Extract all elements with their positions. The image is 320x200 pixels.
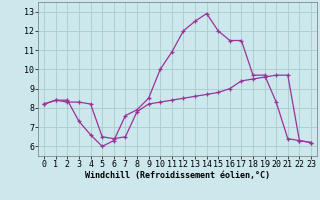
X-axis label: Windchill (Refroidissement éolien,°C): Windchill (Refroidissement éolien,°C): [85, 171, 270, 180]
